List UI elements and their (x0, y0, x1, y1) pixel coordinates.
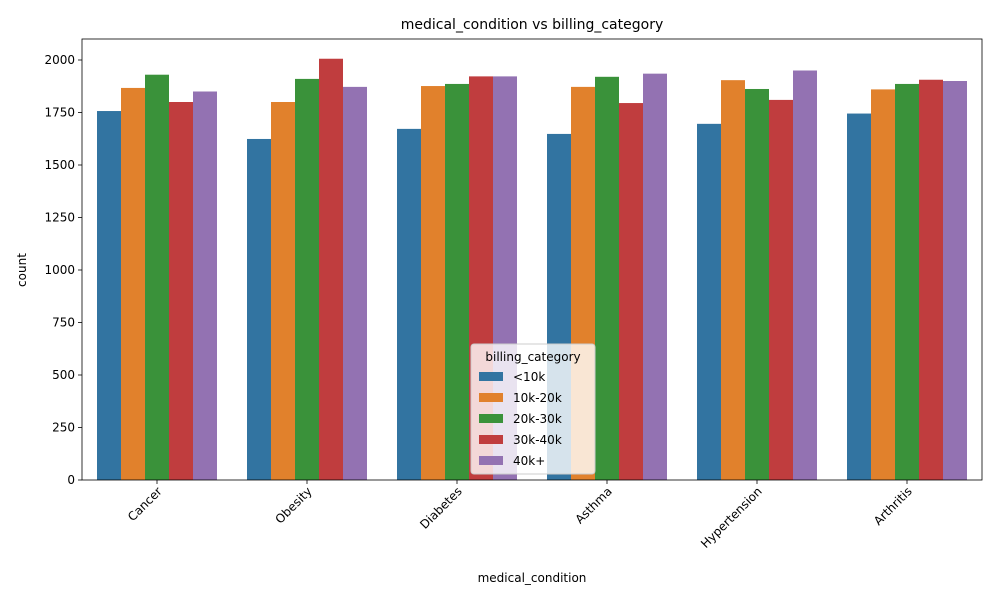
bar-cancer-series-3 (145, 74, 169, 480)
bar-arthritis-series-2 (871, 89, 895, 481)
legend-label-5: 40k+ (513, 454, 545, 468)
y-tick-label: 750 (52, 316, 75, 330)
bar-hypertension-series-2 (721, 80, 745, 480)
y-tick-label: 1500 (44, 158, 75, 172)
bar-arthritis-series-3 (895, 83, 919, 480)
x-tick-label-cancer: Cancer (125, 484, 165, 524)
legend-swatch-1 (479, 372, 503, 381)
bars-layer (97, 58, 967, 481)
bar-asthma-series-4 (619, 103, 643, 481)
bar-obesity-series-1 (247, 138, 271, 480)
bar-obesity-series-3 (295, 78, 319, 481)
bar-hypertension-series-1 (697, 123, 721, 480)
x-tick-label-asthma: Asthma (572, 484, 614, 526)
y-tick-label: 1250 (44, 211, 75, 225)
legend-swatch-3 (479, 414, 503, 423)
legend-label-1: <10k (513, 370, 545, 384)
legend: billing_category <10k 10k-20k 20k-30k 30k-40… (470, 343, 596, 475)
bar-hypertension-series-4 (769, 99, 793, 481)
bar-asthma-series-3 (595, 76, 619, 481)
x-tick-label-arthritis: Arthritis (871, 484, 915, 528)
bar-cancer-series-4 (169, 102, 193, 480)
y-tick-label: 1000 (44, 263, 75, 277)
chart-title: medical_condition vs billing_category (401, 17, 663, 33)
bar-hypertension-series-3 (745, 88, 769, 480)
y-tick-label: 0 (67, 473, 75, 487)
bar-arthritis-series-4 (919, 79, 943, 481)
y-tick-label: 250 (52, 421, 75, 435)
legend-swatch-4 (479, 435, 503, 444)
bar-diabetes-series-2 (421, 86, 445, 480)
bar-cancer-series-2 (121, 87, 145, 481)
legend-title: billing_category (485, 350, 580, 364)
legend-swatch-2 (479, 393, 503, 402)
bar-arthritis-series-1 (847, 113, 871, 481)
bar-hypertension-series-5 (793, 70, 817, 480)
bar-obesity-series-4 (319, 58, 343, 481)
x-axis-title: medical_condition (478, 571, 587, 585)
bar-diabetes-series-1 (397, 128, 421, 480)
legend-swatch-5 (479, 456, 503, 465)
legend-label-2: 10k-20k (513, 391, 562, 405)
legend-label-4: 30k-40k (513, 433, 562, 447)
y-tick-label: 1750 (44, 106, 75, 120)
x-tick-label-hypertension: Hypertension (698, 484, 765, 551)
x-tick-label-obesity: Obesity (272, 484, 314, 526)
legend-label-3: 20k-30k (513, 412, 562, 426)
bar-arthritis-series-5 (943, 81, 967, 480)
bar-obesity-series-2 (271, 102, 295, 480)
plot-frame (81, 38, 983, 481)
y-tick-label: 2000 (44, 53, 75, 67)
bar-obesity-series-5 (343, 86, 367, 480)
bar-cancer-series-5 (193, 91, 217, 480)
bar-cancer-series-1 (97, 111, 121, 480)
y-tick-label: 500 (52, 368, 75, 382)
bar-asthma-series-5 (643, 73, 667, 481)
bar-diabetes-series-3 (445, 83, 469, 480)
y-axis-title: count (15, 253, 29, 287)
x-tick-label-diabetes: Diabetes (417, 484, 465, 532)
